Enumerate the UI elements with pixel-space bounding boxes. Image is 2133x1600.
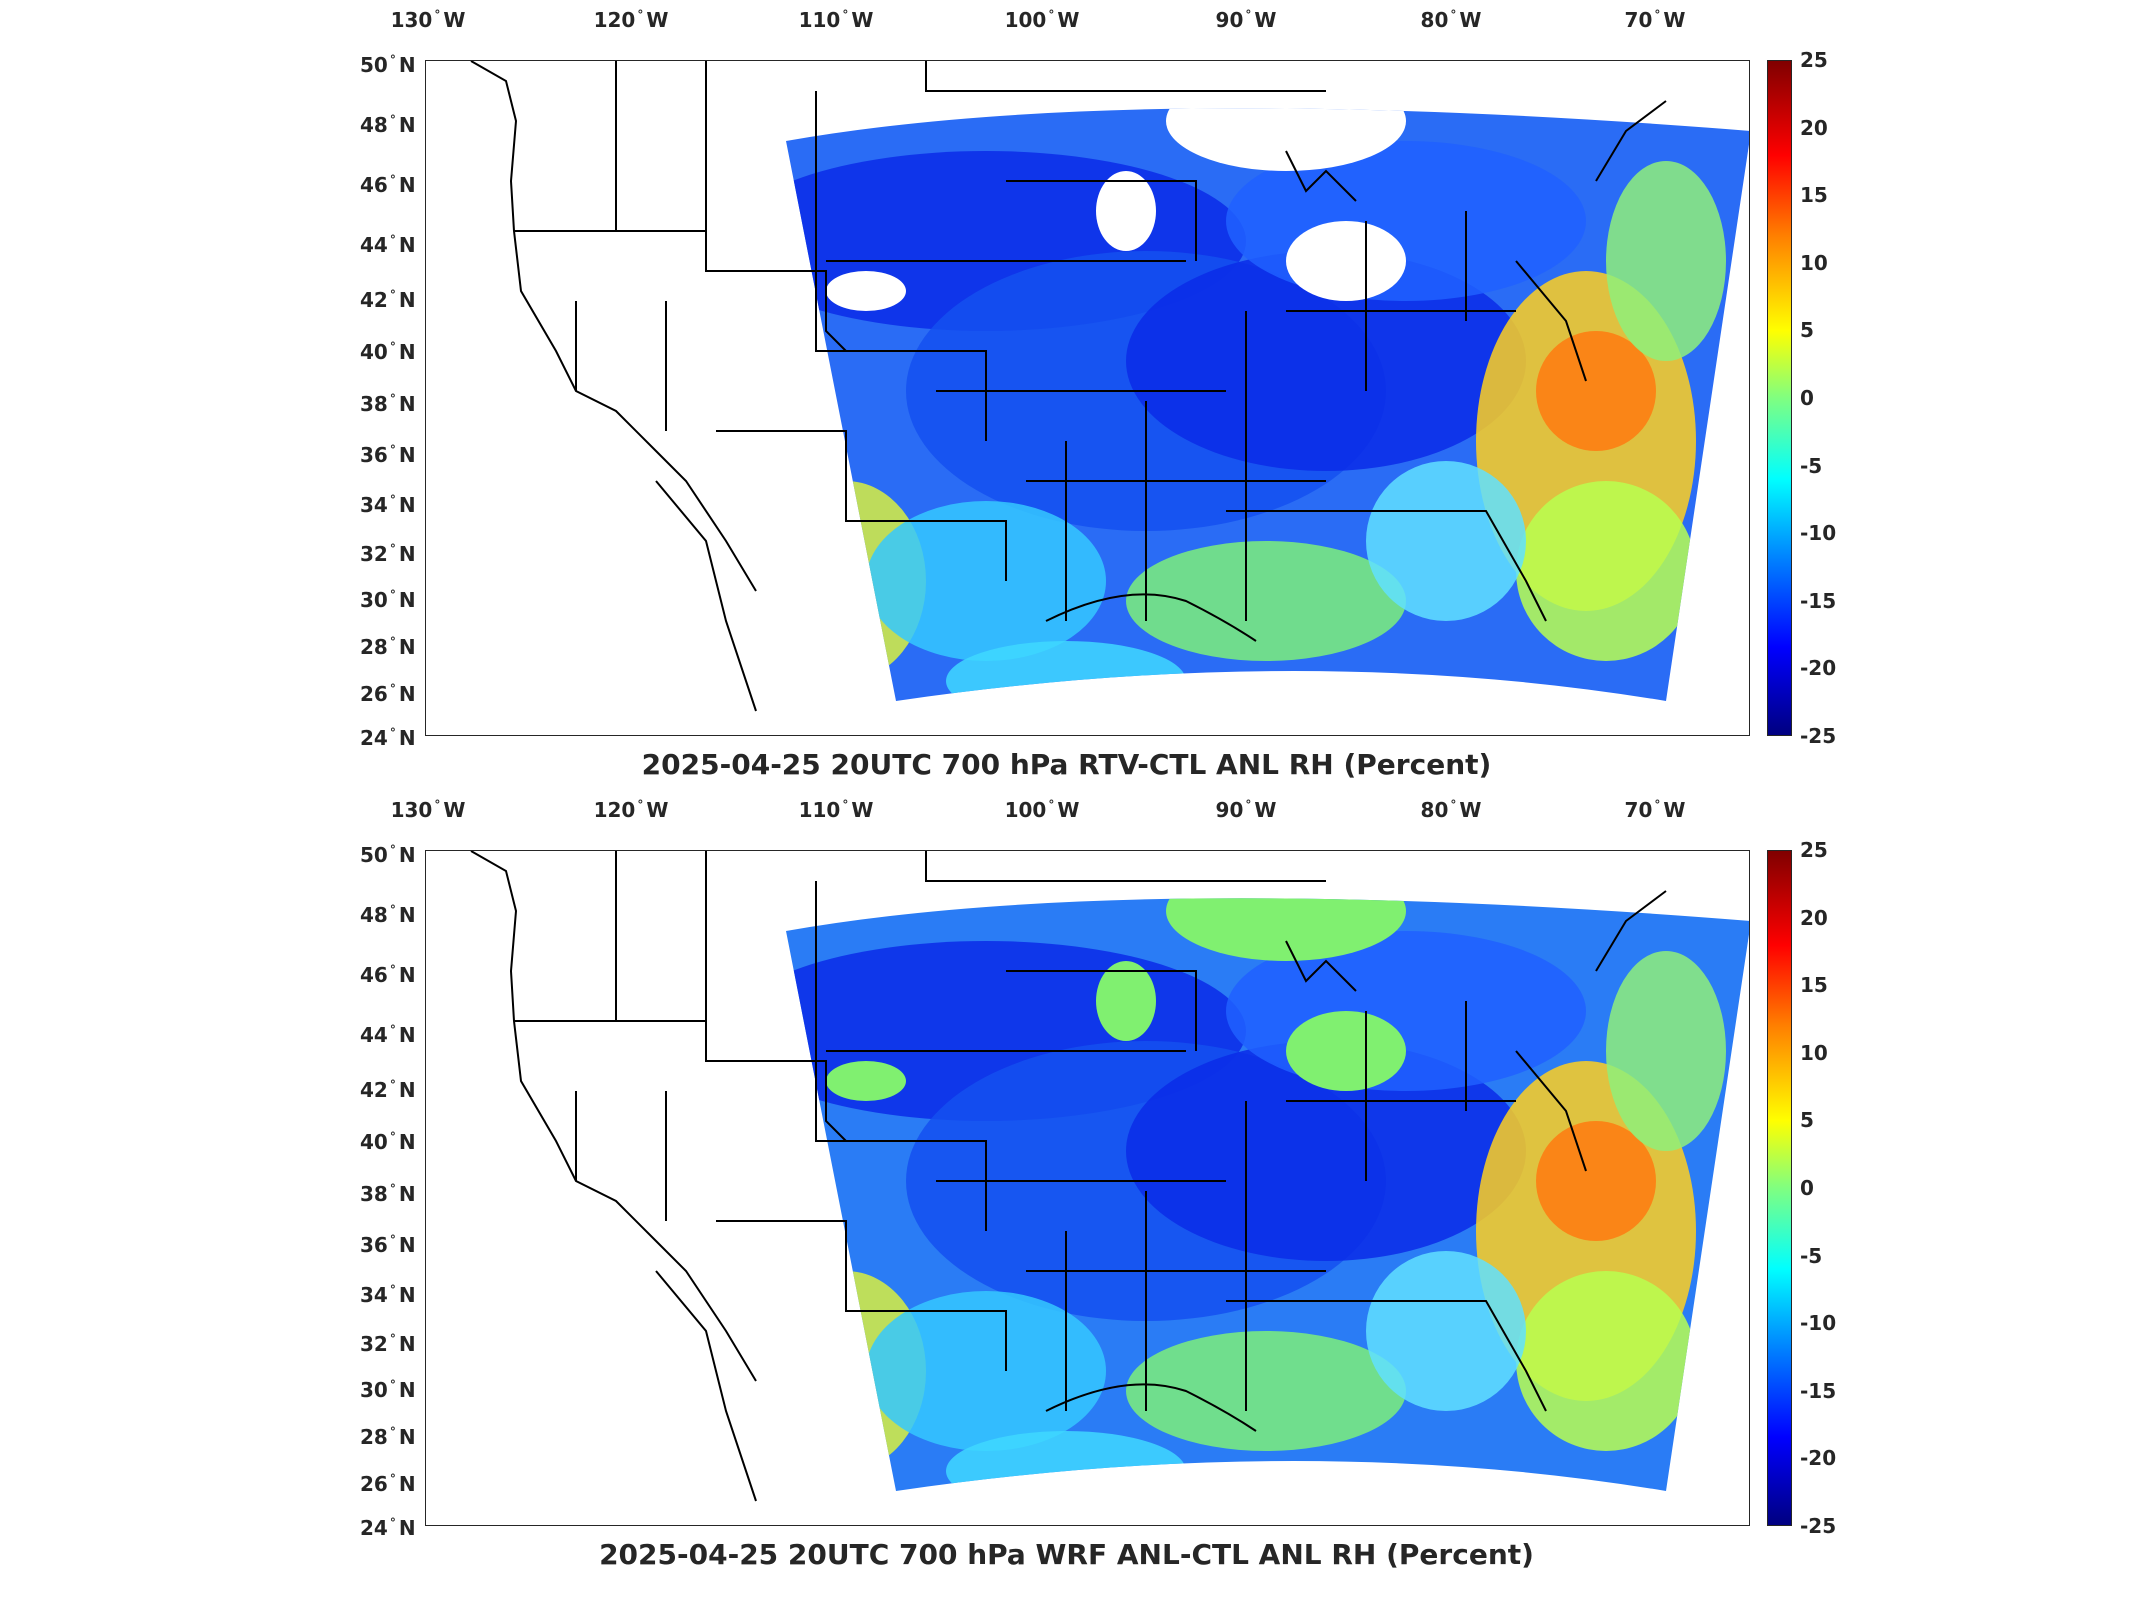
latitude-label: 26 ° N	[360, 1472, 416, 1496]
colorbar-tick-label: -10	[1800, 1311, 1837, 1336]
longitude-label: 80 ° W	[1420, 8, 1482, 32]
longitude-label: 70 ° W	[1624, 798, 1686, 822]
latitude-label: 38 ° N	[360, 392, 416, 416]
latitude-label: 42 ° N	[360, 1078, 416, 1102]
latitude-label: 24 ° N	[360, 1516, 416, 1540]
latitude-label: 50 ° N	[360, 843, 416, 867]
longitude-label: 80 ° W	[1420, 798, 1482, 822]
colorbar-tick-label: -5	[1800, 453, 1823, 478]
colorbar-tick-label: 10	[1800, 1040, 1828, 1065]
colorbar-tick-label: -15	[1800, 588, 1837, 613]
latitude-label: 36 ° N	[360, 443, 416, 467]
longitude-label: 120 ° W	[593, 8, 669, 32]
plot-title: 2025-04-25 20UTC 700 hPa RTV-CTL ANL RH …	[641, 748, 1492, 781]
map-plot-area	[425, 60, 1750, 736]
latitude-label: 40 ° N	[360, 1130, 416, 1154]
latitude-label: 46 ° N	[360, 963, 416, 987]
latitude-label: 32 ° N	[360, 1332, 416, 1356]
colorbar-tick-label: 5	[1800, 1108, 1814, 1133]
longitude-label: 90 ° W	[1215, 8, 1277, 32]
latitude-label: 38 ° N	[360, 1182, 416, 1206]
colorbar	[1767, 60, 1792, 736]
longitude-label: 130 ° W	[390, 798, 466, 822]
map-canvas	[470, 61, 1749, 712]
plot-title: 2025-04-25 20UTC 700 hPa WRF ANL-CTL ANL…	[599, 1538, 1534, 1571]
colorbar-tick-label: 25	[1800, 48, 1828, 72]
boundary-lines	[470, 851, 1667, 1502]
longitude-label: 70 ° W	[1624, 8, 1686, 32]
colorbar-tick-label: -15	[1800, 1378, 1837, 1403]
latitude-label: 44 ° N	[360, 1023, 416, 1047]
colorbar-tick-label: -25	[1800, 724, 1837, 748]
latitude-label: 28 ° N	[360, 1425, 416, 1449]
longitude-label: 110 ° W	[798, 8, 874, 32]
latitude-label: 30 ° N	[360, 1378, 416, 1402]
latitude-label: 26 ° N	[360, 682, 416, 706]
colorbar-tick-label: 20	[1800, 115, 1828, 140]
colorbar-tick-label: 0	[1800, 386, 1814, 410]
colorbar-tick-label: -5	[1800, 1243, 1823, 1268]
colorbar-tick-label: -20	[1800, 656, 1837, 681]
colorbar-tick-label: -20	[1800, 1446, 1837, 1471]
latitude-label: 24 ° N	[360, 726, 416, 750]
latitude-label: 32 ° N	[360, 542, 416, 566]
colorbar-tick-label: 25	[1800, 838, 1828, 862]
latitude-label: 28 ° N	[360, 635, 416, 659]
latitude-label: 30 ° N	[360, 588, 416, 612]
colorbar-tick-label: -25	[1800, 1514, 1837, 1538]
latitude-label: 34 ° N	[360, 1283, 416, 1307]
colorbar-tick-label: 15	[1800, 973, 1828, 998]
latitude-label: 36 ° N	[360, 1233, 416, 1257]
latitude-label: 46 ° N	[360, 173, 416, 197]
latitude-label: 48 ° N	[360, 903, 416, 927]
colorbar-tick-label: 15	[1800, 183, 1828, 208]
boundary-lines	[470, 61, 1667, 712]
latitude-label: 40 ° N	[360, 340, 416, 364]
longitude-label: 100 ° W	[1004, 8, 1080, 32]
map-plot-area	[425, 850, 1750, 1526]
latitude-label: 44 ° N	[360, 233, 416, 257]
longitude-label: 120 ° W	[593, 798, 669, 822]
map-canvas	[470, 851, 1749, 1502]
longitude-label: 100 ° W	[1004, 798, 1080, 822]
longitude-label: 90 ° W	[1215, 798, 1277, 822]
latitude-label: 50 ° N	[360, 53, 416, 77]
colorbar-tick-label: 0	[1800, 1176, 1814, 1200]
rh-difference-field	[786, 898, 1749, 1492]
latitude-label: 42 ° N	[360, 288, 416, 312]
longitude-label: 130 ° W	[390, 8, 466, 32]
colorbar	[1767, 850, 1792, 1526]
colorbar-tick-label: 20	[1800, 905, 1828, 930]
colorbar-tick-label: -10	[1800, 521, 1837, 546]
colorbar-tick-label: 5	[1800, 318, 1814, 343]
colorbar-tick-label: 10	[1800, 250, 1828, 275]
rh-difference-field	[786, 108, 1749, 702]
latitude-label: 34 ° N	[360, 493, 416, 517]
longitude-label: 110 ° W	[798, 798, 874, 822]
latitude-label: 48 ° N	[360, 113, 416, 137]
